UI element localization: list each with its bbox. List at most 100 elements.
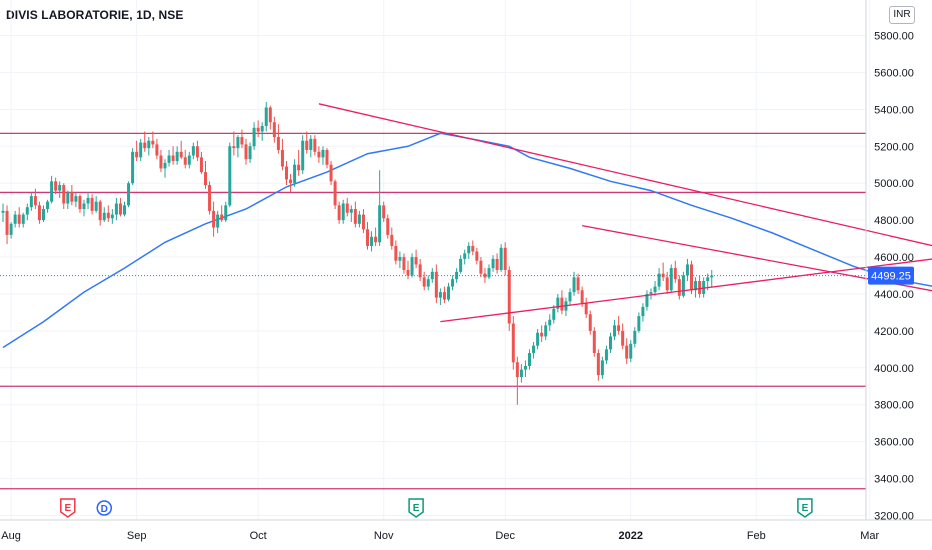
candle-body: [673, 268, 677, 280]
candle-body: [609, 336, 612, 350]
candle: [216, 210, 220, 234]
candle-body: [118, 203, 122, 215]
candle-body: [523, 365, 527, 370]
candle: [163, 159, 167, 178]
candle: [285, 161, 288, 186]
candle-body: [260, 125, 264, 132]
currency-badge[interactable]: INR: [889, 6, 915, 24]
candle: [564, 297, 568, 317]
candle: [58, 181, 62, 198]
candle-body: [621, 330, 625, 346]
candle-body: [361, 214, 365, 230]
candle-body: [447, 286, 450, 300]
candle: [426, 275, 430, 291]
candle-body: [406, 269, 410, 276]
price-tick-label: 3200.00: [874, 511, 914, 523]
candle: [467, 242, 471, 259]
candle-body: [143, 142, 147, 149]
candle-body: [147, 140, 151, 149]
candle-body: [90, 197, 94, 211]
candle: [552, 305, 556, 324]
candle: [604, 345, 608, 365]
candle: [147, 137, 151, 156]
candle-body: [491, 258, 495, 269]
time-tick-label: Aug: [1, 530, 21, 542]
candle-body: [382, 205, 386, 219]
candle-body: [9, 223, 13, 235]
earnings-marker[interactable]: E: [797, 498, 813, 518]
trend-lines: [318, 103, 932, 323]
candle-body: [123, 205, 126, 215]
candle-body: [110, 214, 114, 219]
candle: [143, 131, 147, 152]
time-tick-label: Sep: [127, 530, 147, 542]
candle-body: [649, 292, 653, 294]
candle: [17, 207, 21, 228]
price-tick-label: 4200.00: [874, 326, 914, 338]
earnings-marker[interactable]: E: [408, 498, 424, 518]
candle: [637, 312, 641, 333]
price-axis: 5800.00 5600.00 5400.00 5200.00 5000.00 4800.…: [874, 31, 914, 523]
price-tick-label: 5200.00: [874, 141, 914, 153]
candle-body: [58, 185, 62, 191]
candle: [313, 135, 317, 156]
earnings-label: E: [802, 503, 809, 514]
candle: [240, 129, 244, 149]
candle-body: [617, 325, 621, 331]
candle-body: [46, 201, 50, 210]
candle-body: [495, 258, 499, 270]
candle: [532, 341, 536, 359]
candle-body: [386, 218, 390, 235]
candle: [244, 138, 248, 165]
moving-average: [2, 132, 932, 349]
candle-body: [519, 369, 523, 378]
candle-body: [333, 181, 337, 206]
candle: [82, 199, 86, 217]
candle-body: [669, 268, 673, 291]
candle-body: [54, 181, 58, 191]
candle: [572, 271, 576, 296]
candle-body: [629, 343, 633, 359]
candle: [195, 140, 199, 162]
candle-body: [232, 146, 236, 149]
candle-body: [613, 325, 617, 337]
earnings-marker[interactable]: E: [60, 498, 76, 518]
candle: [503, 242, 507, 276]
candle: [329, 161, 333, 186]
candle-body: [604, 349, 608, 361]
candle-body: [345, 203, 349, 213]
candle-body: [183, 157, 187, 165]
candle-body: [199, 157, 203, 173]
candle: [264, 101, 268, 132]
candle: [515, 356, 519, 405]
candle: [422, 271, 426, 291]
candle: [414, 249, 418, 269]
candle-body: [317, 151, 321, 158]
price-tick-label: 5000.00: [874, 178, 914, 190]
candle-body: [337, 205, 341, 221]
candle-body: [175, 151, 179, 162]
candle-body: [402, 257, 406, 270]
candle: [191, 142, 195, 160]
candle: [370, 231, 374, 252]
candle: [507, 266, 511, 331]
candle: [588, 310, 592, 335]
candle: [548, 314, 552, 331]
candle-body: [479, 260, 483, 274]
dividend-circle: [96, 500, 112, 516]
candle-body: [357, 214, 361, 224]
candle-body: [167, 155, 171, 163]
candle-body: [544, 325, 548, 337]
dividend-marker[interactable]: D: [96, 500, 112, 516]
grid: [0, 0, 871, 520]
candle: [361, 209, 365, 234]
candle-body: [187, 155, 191, 165]
candle: [511, 316, 515, 370]
candle: [690, 260, 693, 294]
candle: [204, 161, 207, 189]
candle: [382, 201, 386, 222]
candle-body: [434, 271, 438, 298]
candle: [625, 338, 629, 365]
candle: [118, 197, 122, 217]
